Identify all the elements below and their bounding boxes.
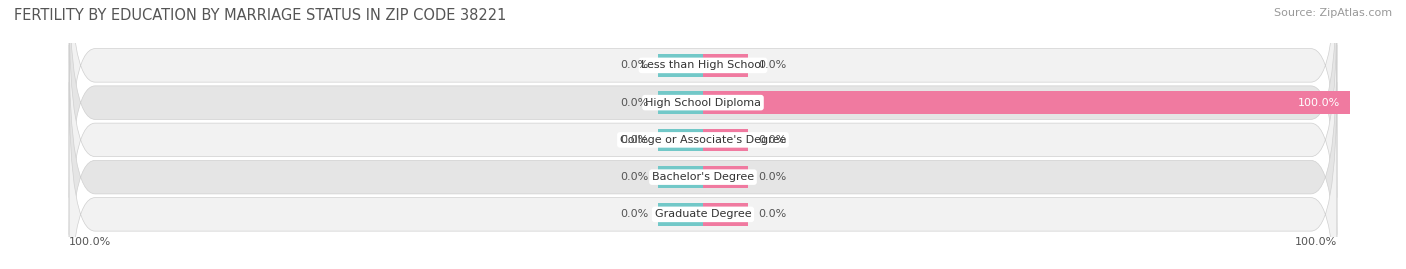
Text: 0.0%: 0.0%: [620, 98, 648, 108]
Bar: [658, 91, 703, 114]
Bar: [658, 54, 703, 77]
Bar: [703, 129, 748, 151]
Text: Less than High School: Less than High School: [641, 60, 765, 70]
Text: FERTILITY BY EDUCATION BY MARRIAGE STATUS IN ZIP CODE 38221: FERTILITY BY EDUCATION BY MARRIAGE STATU…: [14, 8, 506, 23]
Text: College or Associate's Degree: College or Associate's Degree: [620, 135, 786, 145]
Text: 100.0%: 100.0%: [1298, 98, 1340, 108]
Text: Source: ZipAtlas.com: Source: ZipAtlas.com: [1274, 8, 1392, 18]
Bar: [658, 166, 703, 188]
Text: Bachelor's Degree: Bachelor's Degree: [652, 172, 754, 182]
Text: 0.0%: 0.0%: [620, 60, 648, 70]
Text: 0.0%: 0.0%: [758, 209, 786, 220]
Text: 100.0%: 100.0%: [1295, 238, 1337, 247]
FancyBboxPatch shape: [69, 45, 1337, 269]
Text: High School Diploma: High School Diploma: [645, 98, 761, 108]
Text: 0.0%: 0.0%: [620, 135, 648, 145]
FancyBboxPatch shape: [69, 0, 1337, 198]
FancyBboxPatch shape: [69, 82, 1337, 269]
Text: 0.0%: 0.0%: [620, 209, 648, 220]
Bar: [658, 129, 703, 151]
Text: 100.0%: 100.0%: [69, 238, 111, 247]
FancyBboxPatch shape: [69, 8, 1337, 269]
Text: Graduate Degree: Graduate Degree: [655, 209, 751, 220]
FancyBboxPatch shape: [69, 0, 1337, 235]
Text: 0.0%: 0.0%: [758, 135, 786, 145]
Text: 0.0%: 0.0%: [620, 172, 648, 182]
Bar: [703, 203, 748, 225]
Text: 0.0%: 0.0%: [758, 172, 786, 182]
Bar: [703, 166, 748, 188]
Bar: [703, 91, 1350, 114]
Bar: [703, 54, 748, 77]
Bar: [658, 203, 703, 225]
Text: 0.0%: 0.0%: [758, 60, 786, 70]
